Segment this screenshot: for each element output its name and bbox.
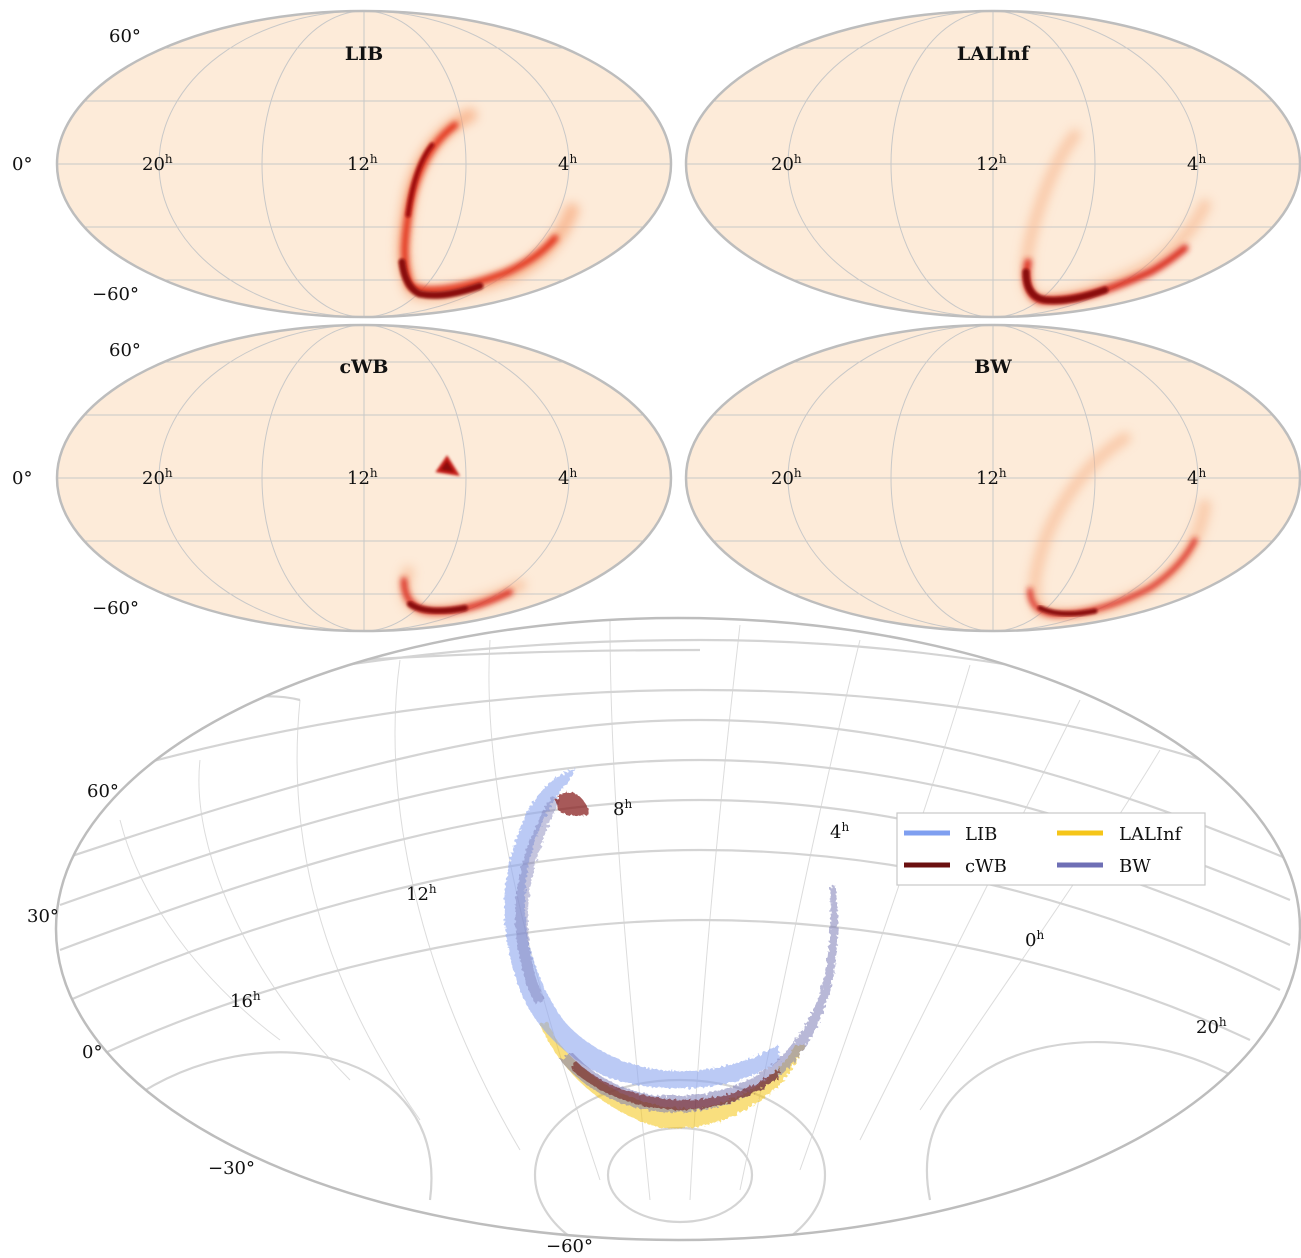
- lalinf-probability-density: [1020, 129, 1211, 305]
- lib-dec-tick-label: 60°: [109, 26, 141, 47]
- lalinf-title: LALInf: [957, 43, 1031, 65]
- cwb-frame: [55, 323, 673, 633]
- lib-probability-density: [396, 108, 579, 302]
- legend-label-lib: LIB: [965, 824, 997, 845]
- combined-sky-background: [56, 618, 1300, 1240]
- panel-lalinf: LALInf 20h 12h 4h: [684, 9, 1301, 319]
- combined-dec-tick-label: 30°: [27, 906, 59, 927]
- combined-dec-tick-label: 0°: [82, 1042, 102, 1063]
- combined-frame: [54, 616, 1301, 1242]
- cwb-dec-tick-label: −60°: [92, 598, 139, 619]
- cwb-dec-tick-label: 0°: [12, 468, 32, 489]
- combined-dec-tick-label: −60°: [546, 1236, 593, 1257]
- legend-box: [896, 812, 1206, 886]
- cwb-region: [572, 1060, 780, 1110]
- combined-grid: [59, 619, 1291, 1240]
- panel-cwb: cWB 60° 0° −60° 20h 12h 4h: [12, 323, 673, 633]
- bw-frame: [684, 323, 1301, 633]
- cwb-title: cWB: [340, 356, 389, 378]
- cwb-dec-tick-label: 60°: [109, 340, 141, 361]
- combined-credible-regions: [504, 768, 838, 1129]
- lalinf-frame: [684, 9, 1301, 319]
- combined-dec-tick-label: 60°: [87, 781, 119, 802]
- combined-legend: LIB LALInf cWB BW: [896, 812, 1206, 886]
- lib-dec-tick-label: −60°: [92, 284, 139, 305]
- legend-label-cwb: cWB: [965, 856, 1007, 877]
- cwb-probability-density: [399, 455, 526, 617]
- legend-label-bw: BW: [1119, 856, 1151, 877]
- lib-title: LIB: [345, 43, 383, 65]
- legend-label-lalinf: LALInf: [1119, 824, 1183, 845]
- panel-combined: 8h 4h 12h 0h 16h 20h 60° 30° 0° −30° −60…: [27, 616, 1301, 1257]
- combined-dec-tick-label: −30°: [208, 1158, 255, 1179]
- bw-title: BW: [974, 356, 1012, 378]
- lib-dec-tick-label: 0°: [12, 154, 32, 175]
- panel-bw: BW 20h 12h 4h: [684, 323, 1301, 633]
- panel-lib: LIB 60° 0° −60° 20h 12h 4h: [12, 9, 673, 319]
- bw-region-upper: [515, 796, 560, 1004]
- cwb-region-north: [555, 792, 590, 816]
- lib-frame: [55, 9, 673, 319]
- lalinf-region: [540, 1022, 805, 1129]
- bw-probability-density: [1027, 432, 1211, 620]
